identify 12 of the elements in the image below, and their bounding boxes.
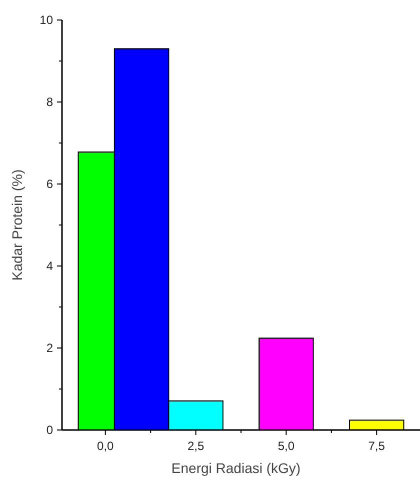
y-tick-label: 8	[46, 95, 54, 109]
y-axis-title: Kadar Protein (%)	[9, 169, 25, 281]
x-tick-label: 0,0	[97, 439, 114, 453]
y-tick-label: 0	[46, 423, 54, 437]
y-tick-label: 6	[46, 177, 54, 191]
x-tick-label: 2,5	[187, 439, 204, 453]
y-tick-label: 10	[40, 13, 54, 27]
y-tick-label: 4	[46, 259, 54, 273]
x-axis-title: Energi Radiasi (kGy)	[171, 460, 301, 476]
x-tick-label: 5,0	[278, 439, 295, 453]
y-tick-label: 2	[46, 341, 54, 355]
x-tick-label: 7,5	[368, 439, 386, 453]
